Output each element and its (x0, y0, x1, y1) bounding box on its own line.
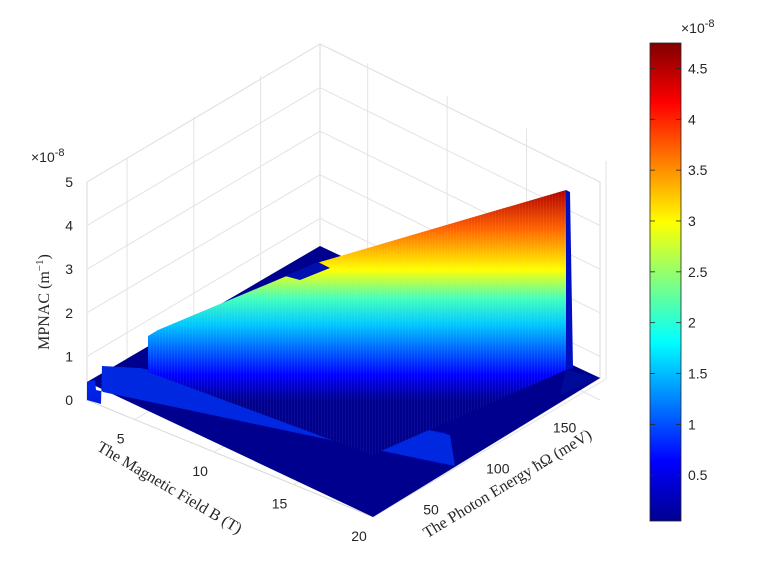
z-tick-1: 1 (65, 348, 73, 364)
colorbar-tick-1: 1 (688, 416, 696, 432)
z-grid-left-3 (86, 130, 321, 270)
colorbar-tick-0: 0.5 (688, 467, 708, 483)
colorbar-tick-2: 1.5 (688, 366, 708, 382)
z-grid-left-5 (86, 43, 321, 183)
colorbar-tick-6: 3.5 (688, 162, 708, 178)
colorbar-tick-3: 2 (688, 315, 696, 331)
z-tick-2: 2 (65, 305, 73, 321)
z-tick-5: 5 (65, 174, 73, 190)
back-peak (285, 262, 330, 280)
x-tick-1: 10 (192, 463, 208, 479)
z-grid-left-2 (86, 174, 321, 314)
y-tick-1: 100 (486, 461, 510, 477)
colorbar-gradient (649, 42, 682, 522)
x-tick-0: 5 (117, 431, 125, 447)
z-tick-0: 0 (65, 392, 73, 408)
colorbar-tick-8: 4.5 (688, 60, 708, 76)
colorbar-ticks: 0.5 1 1.5 2 2.5 3 3.5 4 4.5 (650, 60, 708, 483)
surface-plot (87, 190, 600, 517)
wall-right-face (566, 190, 573, 370)
colorbar-tick-5: 3 (688, 213, 696, 229)
z-tick-4: 4 (65, 218, 73, 234)
z-tick-3: 3 (65, 261, 73, 277)
y-tick-2: 150 (553, 420, 577, 436)
z-grid-left-4 (86, 87, 321, 227)
colorbar-tick-7: 4 (688, 111, 696, 127)
x-tick-2: 15 (272, 496, 288, 512)
x-axis-ticks: 5 10 15 20 (117, 431, 367, 545)
y-axis-ticks: 50 100 150 (423, 420, 576, 518)
y-tick-0: 50 (423, 501, 439, 517)
z-multiplier: ×10-8 (31, 147, 65, 165)
z-axis-label: MPNAC (m−1) (34, 254, 53, 350)
colorbar-tick-4: 2.5 (688, 264, 708, 280)
z-grid-left-1 (86, 217, 321, 357)
floor-edge (560, 370, 600, 395)
colorbar-multiplier: ×10-8 (681, 18, 715, 36)
z-axis-ticks: 0 1 2 3 4 5 (65, 174, 73, 408)
x-grid-floor-3 (372, 378, 607, 518)
z-grid-right-5 (319, 43, 601, 183)
x-tick-3: 20 (351, 528, 367, 544)
colorbar: 0.5 1 1.5 2 2.5 3 3.5 4 4.5 ×10-8 (649, 18, 715, 522)
